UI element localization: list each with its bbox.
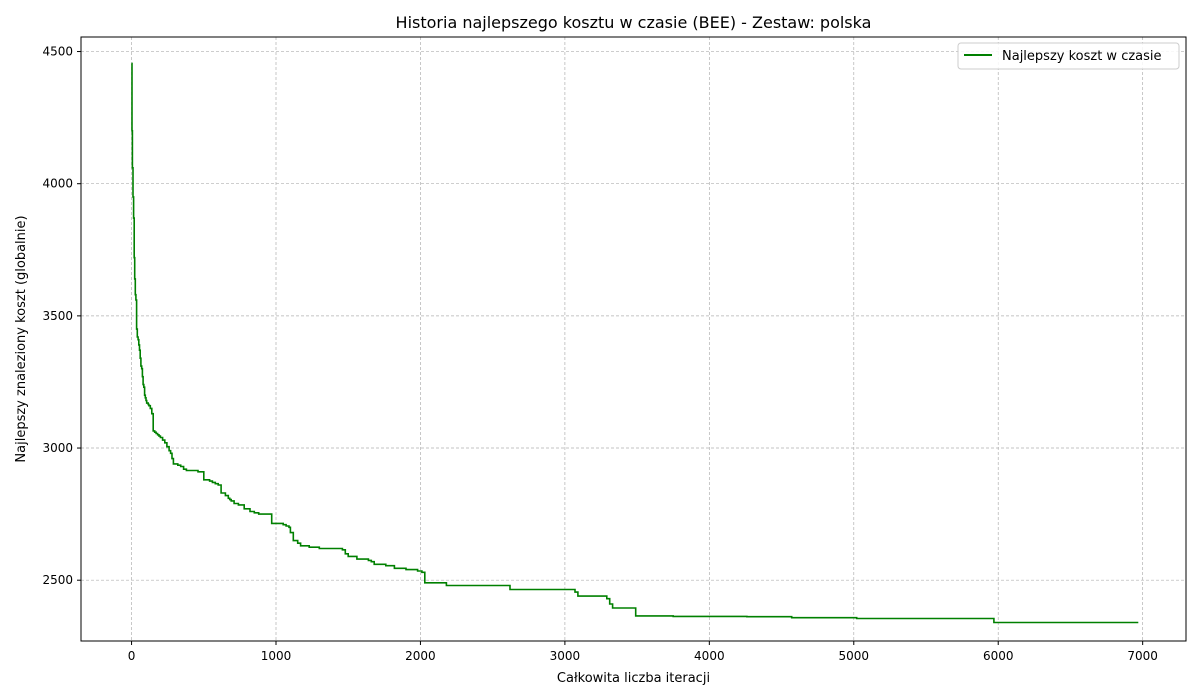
series-layer — [131, 62, 1139, 624]
y-axis-ticks: 2500 3000 3500 4000 4500 — [42, 45, 81, 587]
y-tick-label: 2500 — [42, 573, 73, 587]
y-tick-label: 3500 — [42, 309, 73, 323]
y-axis-label: Najlepszy znaleziony koszt (globalnie) — [14, 215, 29, 462]
x-tick-label: 2000 — [405, 649, 436, 663]
x-tick-label: 4000 — [694, 649, 725, 663]
y-tick-label: 4500 — [42, 45, 73, 59]
legend: Najlepszy koszt w czasie — [957, 42, 1180, 70]
x-tick-label: 6000 — [983, 649, 1014, 663]
x-tick-label: 1000 — [261, 649, 292, 663]
legend-label: Najlepszy koszt w czasie — [1002, 49, 1162, 64]
x-tick-label: 0 — [128, 649, 136, 663]
x-tick-label: 3000 — [550, 649, 581, 663]
x-tick-label: 5000 — [839, 649, 870, 663]
x-tick-label: 7000 — [1127, 649, 1158, 663]
x-axis-label: Całkowita liczba iteracji — [557, 671, 710, 686]
y-tick-label: 4000 — [42, 177, 73, 191]
plot-area — [80, 36, 1187, 642]
legend-box — [957, 42, 1180, 70]
x-axis-ticks: 0 1000 2000 3000 4000 5000 6000 7000 — [128, 641, 1158, 663]
y-tick-label: 3000 — [42, 441, 73, 455]
series-line — [131, 62, 1139, 624]
chart-title: Historia najlepszego kosztu w czasie (BE… — [396, 13, 872, 32]
grid-lines — [81, 37, 1186, 641]
